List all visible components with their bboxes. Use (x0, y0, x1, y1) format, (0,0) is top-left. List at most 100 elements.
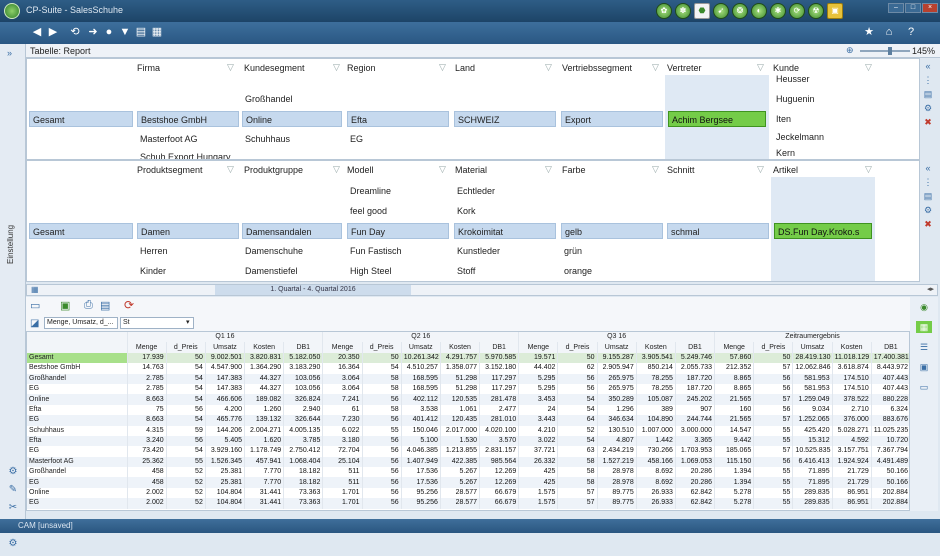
column-header[interactable]: Farbe (562, 165, 586, 175)
filter-value-selected[interactable]: Bestshoe GmbH (137, 111, 239, 127)
column-header[interactable]: DB1 (675, 342, 716, 353)
layout-icon[interactable]: ▦ (916, 321, 932, 333)
column-header[interactable]: Schnitt (667, 165, 695, 175)
remove-icon[interactable]: ✖ (924, 117, 932, 127)
table-row[interactable]: Gesamt 17.939 50 9.002.501 3.820.831 5.182.05… (27, 352, 909, 364)
filter-value[interactable]: Kunstleder (457, 246, 501, 256)
filter-value-selected[interactable]: Damensandalen (242, 223, 342, 239)
star-icon[interactable]: ★ (864, 26, 874, 38)
zoom-slider-handle[interactable] (888, 47, 892, 55)
column-header[interactable]: Umsatz (401, 342, 441, 353)
hierarchy-icon[interactable]: ⋮ (923, 75, 933, 85)
column-header[interactable]: Vertriebssegment (562, 63, 633, 73)
filter-value-selected[interactable]: Export (561, 111, 663, 127)
module-icon[interactable]: ⟳ (789, 3, 805, 19)
document-icon[interactable]: ▣ (827, 3, 843, 19)
zoom-icon[interactable]: ⊕ (846, 45, 854, 55)
column-header[interactable]: d_Preis (166, 342, 206, 353)
table-row[interactable]: Großhandel 2.785 54 147.383 44.327 103.056 3.0… (27, 373, 909, 384)
module-icon[interactable]: ➹ (713, 3, 729, 19)
filter-value[interactable]: Iten (776, 114, 792, 124)
filter-value[interactable]: Heusser (776, 74, 810, 84)
view-icon[interactable]: ◉ (920, 302, 928, 312)
row-label[interactable]: Efta (27, 404, 128, 416)
column-header[interactable]: DB1 (479, 342, 520, 353)
filter-value[interactable]: feel good (350, 206, 388, 216)
module-icon[interactable]: ✱ (770, 3, 786, 19)
collapse-icon[interactable]: « (925, 61, 931, 71)
sidebar-tool-icon[interactable]: ⚙ (8, 466, 18, 477)
filter-value[interactable]: orange (564, 266, 593, 276)
column-header[interactable]: Kosten (440, 342, 481, 353)
collapse-icon[interactable]: » (7, 48, 13, 58)
column-header[interactable]: Modell (347, 165, 374, 175)
module-icon-active[interactable]: ⬣ (694, 3, 710, 19)
column-header[interactable]: d_Preis (557, 342, 598, 353)
refresh-icon[interactable]: ⟲ (70, 26, 80, 38)
filter-value[interactable]: Masterfoot AG (140, 134, 198, 144)
filter-icon[interactable]: ▼ (119, 26, 131, 38)
remove-icon[interactable]: ✖ (924, 219, 932, 229)
filter-value[interactable]: Damenstiefel (245, 266, 298, 276)
column-header[interactable]: Vertreter (667, 63, 702, 73)
filter-value[interactable]: grün (564, 246, 583, 256)
filter-value-selected[interactable]: Fun Day (347, 223, 449, 239)
column-header[interactable]: DB1 (871, 342, 909, 353)
column-header[interactable]: Umsatz (205, 342, 246, 353)
filter-value[interactable]: Huguenin (776, 94, 815, 104)
collapse-icon[interactable]: « (925, 163, 931, 173)
filter-value[interactable]: Kinder (140, 266, 167, 276)
module-icon[interactable]: ☢ (808, 3, 824, 19)
column-header[interactable]: Menge (322, 342, 363, 353)
column-header[interactable]: Firma (137, 63, 160, 73)
row-label[interactable]: Schuhhaus (27, 425, 128, 436)
column-header[interactable]: Kosten (244, 342, 285, 353)
table-row[interactable]: Online 2.002 52 104.804 31.441 73.363 1.701 56 9… (27, 487, 909, 499)
table-row[interactable]: Efta 3.240 56 5.405 1.620 3.785 3.180 56 5.100 1.… (27, 435, 909, 447)
module-icon[interactable]: ◐ (751, 3, 767, 19)
filter-icon[interactable]: ▽ (227, 62, 234, 72)
column-header[interactable]: Menge (127, 342, 167, 353)
filter-icon[interactable]: ▽ (439, 164, 446, 174)
sidebar-tool-icon[interactable]: ⚙ (8, 538, 18, 549)
filter-value-selected[interactable]: SCHWEIZ (454, 111, 556, 127)
filter-value[interactable]: Schuh Export Hungary (140, 152, 231, 159)
filter-value[interactable]: Fun Fastisch (350, 246, 402, 256)
column-header[interactable]: Artikel (773, 165, 799, 175)
filter-value[interactable]: Dreamline (350, 186, 392, 196)
table-row[interactable]: EG 73.420 54 3.929.160 1.178.749 2.750.412 72.… (27, 446, 909, 457)
measure-select[interactable]: Menge, Umsatz, d_... (44, 317, 118, 329)
row-label[interactable]: EG (27, 477, 128, 488)
table-row[interactable]: EG 2.002 52 104.804 31.441 73.363 1.701 56 95.25… (27, 498, 909, 509)
table-icon[interactable]: ▤ (923, 191, 933, 201)
row-label[interactable]: Gesamt (27, 352, 128, 364)
filter-value[interactable]: Echtleder (457, 186, 496, 196)
table-row[interactable]: Online 8.663 54 466.606 189.082 326.824 7.241 5… (27, 394, 909, 405)
report-tab-label[interactable]: Tabelle: Report (30, 46, 91, 56)
unit-select[interactable]: St (120, 317, 194, 329)
column-header[interactable]: Produktgruppe (244, 165, 304, 175)
filter-icon[interactable]: ▽ (545, 164, 552, 174)
filter-icon[interactable]: ▽ (652, 62, 659, 72)
table-icon[interactable]: ▤ (923, 89, 933, 99)
filter-value-gesamt[interactable]: Gesamt (29, 111, 133, 127)
column-header[interactable]: Kosten (636, 342, 676, 353)
filter-value[interactable]: Kern (776, 148, 796, 158)
table-row[interactable]: Masterfoot AG 25.362 55 1.526.345 457.941 1.0… (27, 456, 909, 468)
row-label[interactable]: Bestshoe GmbH (27, 363, 128, 374)
column-header[interactable]: Kunde (773, 63, 800, 73)
filter-value[interactable]: Stoff (457, 266, 476, 276)
row-label[interactable]: Großhandel (27, 373, 128, 384)
table-icon[interactable]: ▤ (135, 26, 147, 38)
hierarchy-icon[interactable]: ⋮ (923, 177, 933, 187)
filter-icon[interactable]: ▽ (227, 164, 234, 174)
filter-icon[interactable]: ▽ (865, 62, 872, 72)
filter-value[interactable]: EG (350, 134, 364, 144)
table-row[interactable]: Efta 75 56 4.200 1.260 2.940 61 58 3.538 1.061 2.4… (27, 404, 909, 416)
filter-value[interactable]: High Steel (350, 266, 392, 276)
filter-value-selected[interactable]: Krokoimitat (454, 223, 556, 239)
filter-value[interactable]: Damenschuhe (245, 246, 304, 256)
settings-icon[interactable]: ⚙ (923, 103, 933, 113)
filter-icon[interactable]: ▽ (757, 164, 764, 174)
minimize-button[interactable]: – (888, 3, 904, 13)
